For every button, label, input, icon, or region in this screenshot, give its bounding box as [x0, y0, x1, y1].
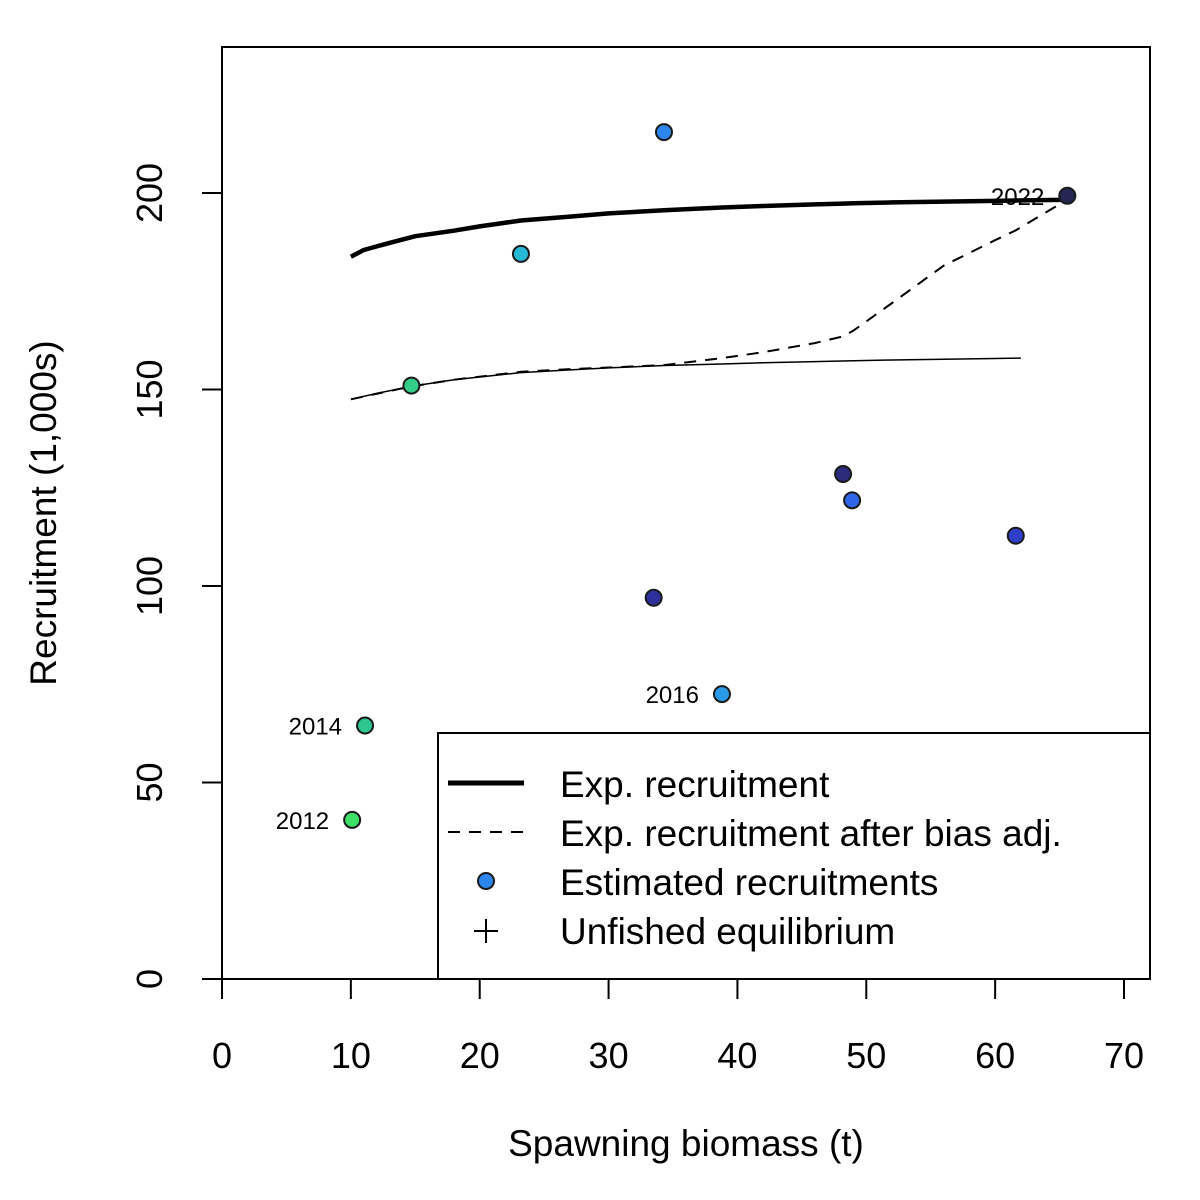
y-tick-label: 100	[129, 556, 170, 616]
x-axis-title: Spawning biomass (t)	[508, 1123, 864, 1164]
x-tick-label: 10	[331, 1035, 371, 1076]
estimated-recruitment-point	[357, 718, 373, 734]
x-tick-label: 30	[589, 1035, 629, 1076]
estimated-recruitment-point	[646, 590, 662, 606]
point-year-label: 2016	[646, 682, 699, 709]
estimated-recruitment-point	[714, 686, 730, 702]
y-tick-label: 50	[129, 762, 170, 802]
x-tick-label: 60	[975, 1035, 1015, 1076]
estimated-recruitment-point	[513, 246, 529, 262]
estimated-recruitment-point	[835, 466, 851, 482]
legend: Exp. recruitment Exp. recruitment after …	[438, 733, 1150, 979]
y-tick-label: 200	[129, 163, 170, 223]
legend-label-unfished-equilibrium: Unfished equilibrium	[560, 911, 895, 952]
estimated-recruitment-point	[844, 492, 860, 508]
x-tick-label: 20	[460, 1035, 500, 1076]
x-tick-label: 0	[212, 1035, 232, 1076]
estimated-recruitment-point	[403, 378, 419, 394]
estimated-recruitment-point	[344, 812, 360, 828]
legend-label-exp-recruitment: Exp. recruitment	[560, 764, 830, 805]
y-axis-title: Recruitment (1,000s)	[23, 340, 64, 685]
point-year-label: 2014	[289, 714, 342, 741]
estimated-recruitment-point	[656, 124, 672, 140]
x-tick-label: 40	[717, 1035, 757, 1076]
estimated-recruitment-point	[1059, 188, 1075, 204]
x-tick-label: 70	[1104, 1035, 1144, 1076]
point-year-label: 2022	[991, 184, 1044, 211]
y-tick-label: 0	[129, 969, 170, 989]
legend-swatch-estimated-recruitments	[478, 873, 494, 889]
legend-label-estimated-recruitments: Estimated recruitments	[560, 862, 938, 903]
x-tick-label: 50	[846, 1035, 886, 1076]
point-year-label: 2012	[276, 808, 329, 835]
estimated-recruitment-point	[1008, 528, 1024, 544]
y-tick-label: 150	[129, 359, 170, 419]
legend-label-bias-adj: Exp. recruitment after bias adj.	[560, 813, 1062, 854]
